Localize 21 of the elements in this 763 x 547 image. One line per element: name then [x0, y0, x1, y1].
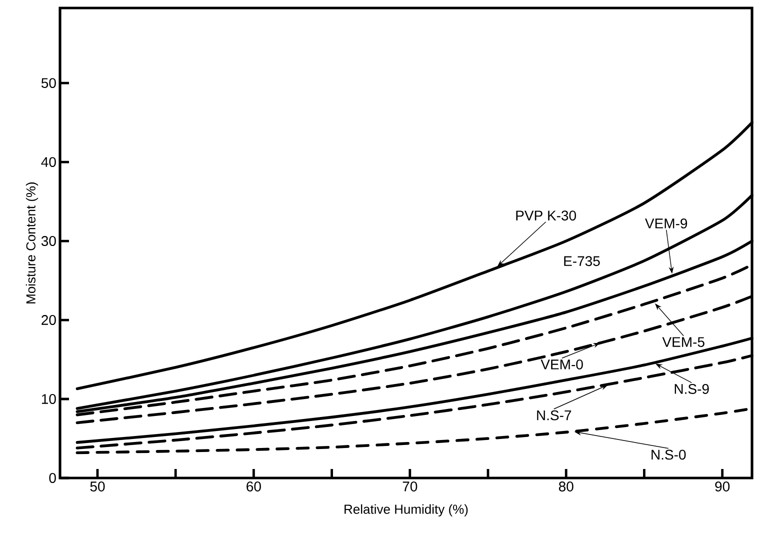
annotation: N.S-9: [674, 384, 709, 394]
y-axis-title: Moisture Content (%): [26, 182, 38, 304]
annotation: PVP K-30: [516, 210, 576, 221]
x-tick-label: 70: [402, 482, 418, 492]
x-tick-label: 50: [90, 482, 105, 492]
y-tick-label: 10: [42, 394, 56, 404]
y-tick-label: 30: [41, 236, 56, 246]
x-axis-title: Relative Humidity (%): [344, 504, 468, 516]
x-tick-label: 90: [715, 482, 730, 492]
y-tick-label: 0: [49, 473, 56, 483]
x-tick-label: 80: [558, 482, 574, 492]
annotation: VEM-9: [645, 218, 688, 228]
y-tick-label: 50: [41, 78, 56, 88]
x-tick-label: 60: [246, 482, 261, 492]
y-tick-label: 40: [41, 157, 56, 167]
annotation: E-735: [564, 256, 600, 266]
annotation: N.S-0: [652, 450, 686, 460]
annotation: VEM-0: [540, 359, 583, 370]
annotation: VEM-5: [662, 337, 704, 347]
annotation: N.S-7: [537, 410, 572, 420]
y-tick-label: 20: [42, 315, 56, 325]
